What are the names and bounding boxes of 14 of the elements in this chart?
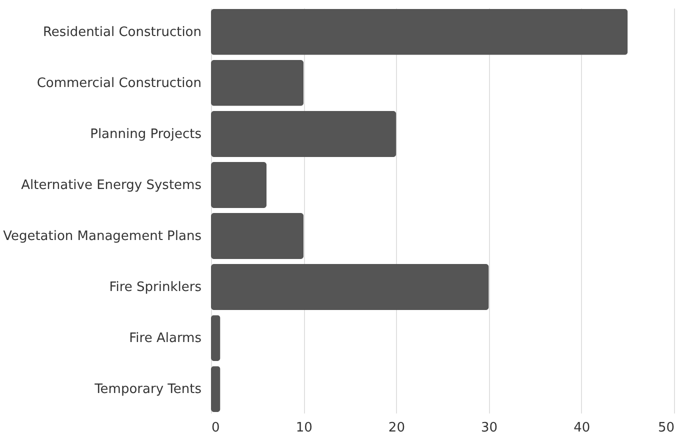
x-tick-label: 0 xyxy=(212,420,220,436)
x-tick-label: 40 xyxy=(574,420,590,436)
x-tick-label: 10 xyxy=(296,420,312,436)
y-tick-label: Planning Projects xyxy=(90,126,202,142)
y-tick-label: Vegetation Management Plans xyxy=(3,229,202,244)
y-tick-label: Fire Sprinklers xyxy=(109,280,202,296)
x-tick-label: 30 xyxy=(481,420,498,436)
y-tick-label: Residential Construction xyxy=(42,24,202,40)
y-tick-label: Commercial Construction xyxy=(36,76,202,91)
x-tick-label: 50 xyxy=(658,420,674,436)
y-tick-label: Temporary Tents xyxy=(94,382,202,398)
y-tick-label: Alternative Energy Systems xyxy=(21,178,202,193)
x-tick-label: 20 xyxy=(388,420,405,436)
y-tick-label: Fire Alarms xyxy=(129,331,202,346)
